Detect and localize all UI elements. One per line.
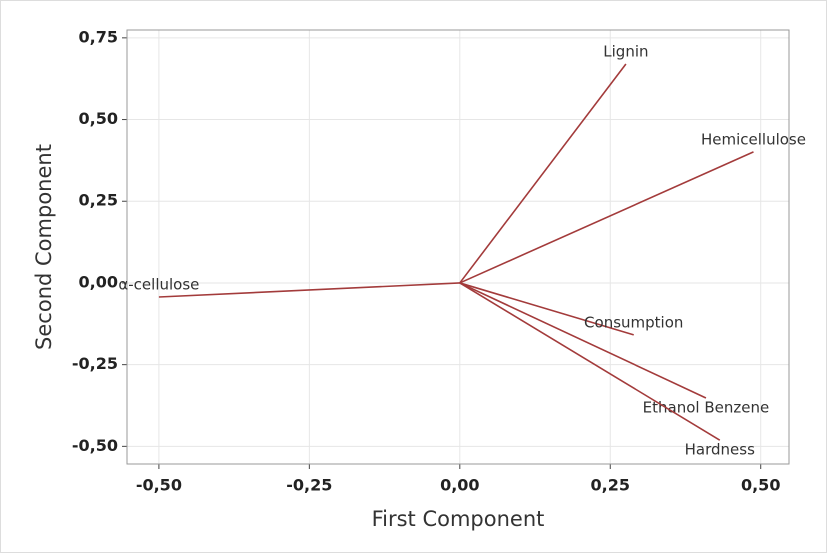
loading-vector: [158, 282, 460, 298]
loading-vector: [459, 282, 707, 399]
vector-label: α-cellulose: [118, 276, 199, 294]
x-tick-label: 0,25: [591, 476, 630, 495]
y-tick-label: -0,25: [72, 354, 118, 373]
y-axis-title: Second Component: [32, 144, 56, 350]
x-tick-label: 0,50: [741, 476, 780, 495]
vector-label: Lignin: [603, 42, 648, 60]
loading-vector: [459, 282, 634, 336]
y-tick-label: 0,75: [79, 27, 118, 46]
vector-label: Ethanol Benzene: [643, 398, 770, 416]
x-tick-label: 0,00: [440, 476, 479, 495]
vector-label: Consumption: [584, 313, 683, 331]
x-tick-label: -0,25: [286, 476, 332, 495]
x-axis-title: First Component: [372, 507, 545, 531]
y-tick-label: 0,50: [79, 109, 118, 128]
loading-vector: [459, 151, 754, 284]
plot-frame: [126, 29, 790, 465]
vector-label: Hemicellulose: [701, 130, 806, 148]
loading-vector: [459, 282, 721, 441]
vector-label: Hardness: [685, 441, 755, 459]
y-tick-label: 0,25: [79, 191, 118, 210]
x-tick-label: -0,50: [136, 476, 182, 495]
loading-vector: [459, 63, 627, 284]
y-tick-label: 0,00: [79, 272, 118, 291]
y-tick-label: -0,50: [72, 436, 118, 455]
